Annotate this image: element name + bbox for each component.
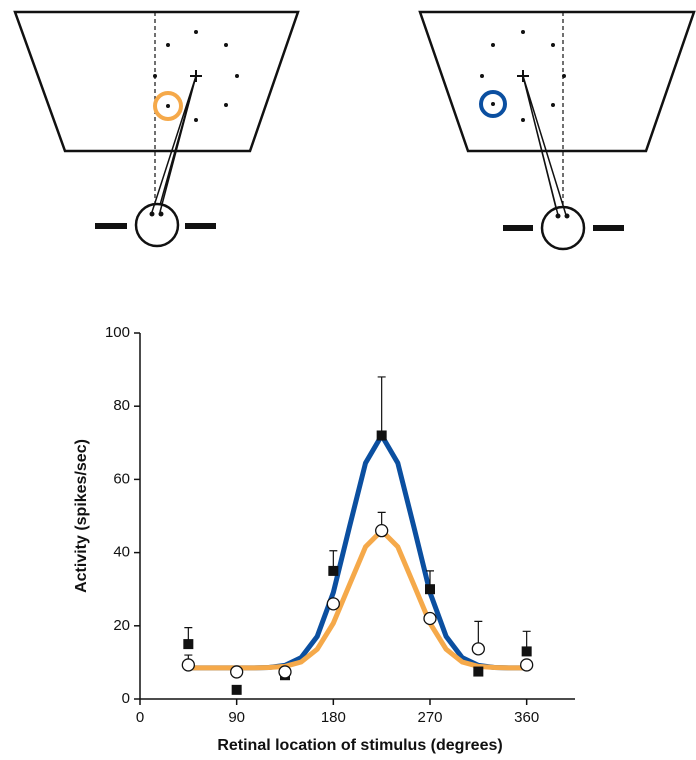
x-tick-label: 180 (321, 709, 346, 726)
point (279, 666, 291, 678)
figure: Retinal location of stimulus (degrees) A… (0, 0, 696, 760)
y-tick-label: 20 (113, 617, 130, 634)
left-diagram (15, 12, 298, 246)
screen (420, 12, 694, 151)
y-tick-label: 40 (113, 544, 130, 561)
y-tick-label: 0 (122, 690, 130, 707)
eye (136, 204, 178, 246)
x-tick-label: 0 (136, 709, 144, 726)
point (424, 612, 436, 624)
sight-lines (523, 76, 566, 215)
x-axis-title: Retinal location of stimulus (degrees) (217, 737, 502, 754)
error-bar (378, 377, 386, 436)
fit-curve (188, 435, 526, 667)
point (522, 646, 532, 656)
eye (542, 207, 584, 249)
point (328, 566, 338, 576)
x-tick-label: 270 (417, 709, 442, 726)
y-tick-label: 60 (113, 470, 130, 487)
x-tick-label: 90 (228, 709, 245, 726)
point (376, 525, 388, 537)
point (473, 667, 483, 677)
point (182, 659, 194, 671)
screen (15, 12, 298, 151)
point (327, 598, 339, 610)
y-tick-label: 80 (113, 397, 130, 414)
y-tick-label: 100 (105, 324, 130, 341)
page: {"chart_data": {"type": "scatter", "x_la… (0, 0, 696, 760)
point (472, 643, 484, 655)
point (232, 685, 242, 695)
right-diagram (420, 12, 694, 249)
y-axis-title: Activity (spikes/sec) (73, 439, 90, 593)
point (183, 639, 193, 649)
x-tick-label: 360 (514, 709, 539, 726)
point (231, 666, 243, 678)
point (425, 584, 435, 594)
point (521, 659, 533, 671)
point (377, 430, 387, 440)
